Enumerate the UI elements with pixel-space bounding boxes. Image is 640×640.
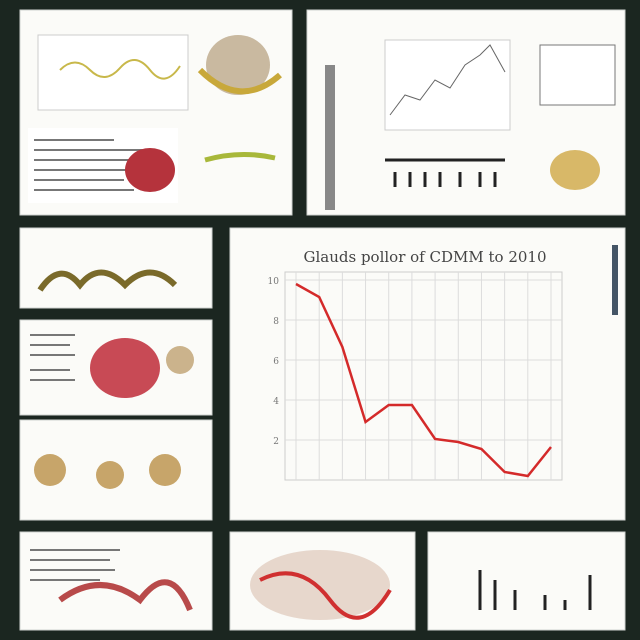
data-line xyxy=(295,282,552,478)
scrollbar xyxy=(612,245,618,315)
panel xyxy=(19,227,213,309)
illustration xyxy=(34,454,66,486)
illustration xyxy=(37,269,178,292)
illustration xyxy=(550,150,600,190)
text-lines xyxy=(30,549,120,581)
thumbnail-chart xyxy=(37,34,189,111)
y-tick-label: 2 xyxy=(273,437,279,447)
chart-title: Glauds pollor of CDMM to 2010 xyxy=(304,248,547,266)
illustration xyxy=(385,158,505,187)
illustration xyxy=(204,151,276,163)
illustration xyxy=(197,67,282,95)
y-tick-label: 10 xyxy=(268,277,280,287)
y-tick-label: 4 xyxy=(273,397,279,407)
illustration xyxy=(90,338,160,398)
illustration xyxy=(166,346,194,374)
thumbnail-line xyxy=(59,59,181,80)
text-lines xyxy=(34,139,144,191)
plot-area xyxy=(284,271,563,481)
illustration xyxy=(58,579,193,612)
thumbnail-chart xyxy=(384,39,511,131)
thumbnail xyxy=(539,44,616,106)
y-tick-label: 8 xyxy=(273,317,279,327)
text-lines xyxy=(30,334,75,381)
panel xyxy=(427,531,626,631)
illustration xyxy=(125,148,175,192)
y-tick-label: 6 xyxy=(273,357,279,367)
thumbnail-line xyxy=(389,44,506,116)
illustration xyxy=(96,461,124,489)
illustration xyxy=(206,35,270,95)
illustration xyxy=(259,571,392,620)
illustration xyxy=(250,550,390,620)
illustration xyxy=(149,454,181,486)
illustration xyxy=(325,65,335,210)
illustration xyxy=(478,570,592,610)
